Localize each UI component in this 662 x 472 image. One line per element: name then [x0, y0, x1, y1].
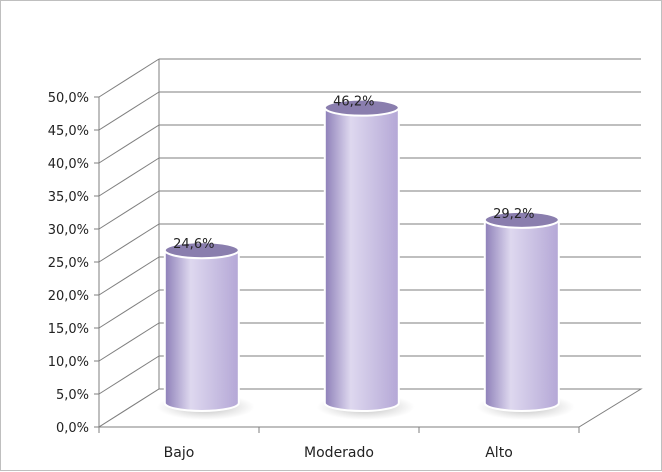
y-tick-label: 50,0% — [48, 91, 89, 106]
data-label: 46,2% — [333, 95, 374, 110]
data-label: 29,2% — [493, 207, 534, 222]
bar-alto — [483, 218, 560, 412]
y-tick-label: 5,0% — [56, 388, 89, 403]
axis-layer: 0,0% 5,0% 10,0% 15,0% 20,0% 25,0% 30,0% 35,0% 40… — [48, 91, 580, 436]
gridline-side — [98, 322, 160, 362]
category-label: Bajo — [164, 445, 195, 461]
gridline-side — [98, 223, 160, 263]
gridline-side — [98, 91, 160, 131]
gridline-side — [98, 256, 160, 296]
gridline-side — [98, 157, 160, 197]
y-tick-label: 10,0% — [48, 355, 89, 370]
y-tick-label: 40,0% — [48, 157, 89, 172]
bar-moderado — [323, 106, 400, 412]
y-tick-label: 35,0% — [48, 190, 89, 205]
gridline-side — [98, 289, 160, 329]
gridline-side — [98, 58, 160, 98]
data-label: 24,6% — [173, 237, 214, 252]
y-tick-label: 15,0% — [48, 322, 89, 337]
category-label: Moderado — [304, 445, 374, 461]
bar-bajo — [163, 249, 240, 412]
y-tick-label: 20,0% — [48, 289, 89, 304]
bar-top — [163, 241, 240, 260]
y-tick-label: 30,0% — [48, 223, 89, 238]
y-tick-label: 45,0% — [48, 124, 89, 139]
bar-layer — [156, 98, 575, 420]
label-layer: 24,6% Bajo 46,2% Moderado 29,2% Alto — [164, 95, 535, 461]
bar-top — [483, 210, 560, 229]
gridline-side — [98, 355, 160, 395]
bar-top — [323, 98, 400, 117]
y-tick-label: 25,0% — [48, 256, 89, 271]
category-label: Alto — [485, 445, 513, 461]
gridline-side — [98, 124, 160, 164]
y-tick-label: 0,0% — [56, 421, 89, 436]
gridline-side — [98, 190, 160, 230]
